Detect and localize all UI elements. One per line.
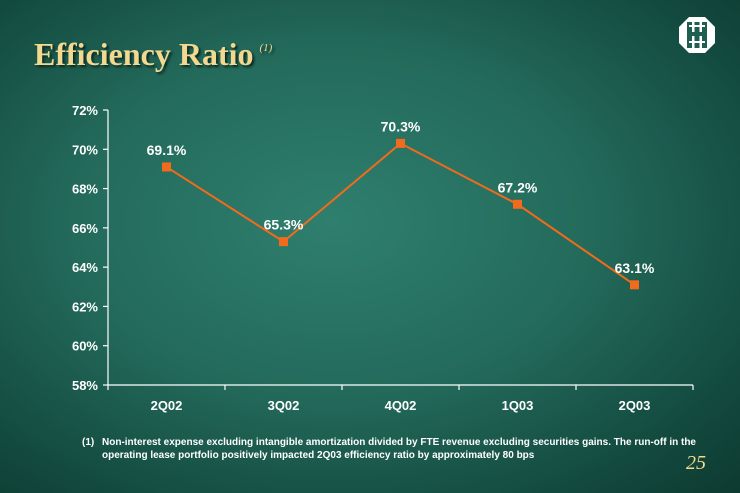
slide-title: Efficiency Ratio (1) <box>34 36 272 73</box>
data-label: 63.1% <box>615 260 655 276</box>
y-tick-label: 64% <box>72 260 98 275</box>
data-point-marker <box>162 162 171 172</box>
title-footnote-ref: (1) <box>259 42 273 54</box>
x-tick-label: 4Q02 <box>385 398 417 413</box>
data-point-marker <box>279 237 288 247</box>
data-point-marker <box>396 138 405 148</box>
x-tick-label: 2Q02 <box>151 398 183 413</box>
y-tick-label: 62% <box>72 299 98 314</box>
series-line <box>165 142 636 286</box>
y-tick-label: 68% <box>72 182 98 197</box>
page-number: 25 <box>686 452 706 474</box>
x-tick-label: 2Q03 <box>619 398 651 413</box>
footnote-text: Non-interest expense excluding intangibl… <box>102 437 696 461</box>
data-label: 69.1% <box>147 142 187 158</box>
x-tick-label: 1Q03 <box>502 398 534 413</box>
x-tick-label: 3Q02 <box>268 398 300 413</box>
slide-title-text: Efficiency Ratio <box>34 36 254 72</box>
data-label: 65.3% <box>264 217 304 233</box>
y-tick-label: 66% <box>72 221 98 236</box>
data-label: 70.3% <box>381 118 421 134</box>
y-tick-label: 60% <box>72 339 98 354</box>
footnote: (1) Non-interest expense excluding intan… <box>82 436 702 462</box>
y-tick-label: 70% <box>72 142 98 157</box>
huntington-logo-icon <box>679 17 715 53</box>
data-point-marker <box>513 199 522 209</box>
footnote-marker: (1) <box>82 437 95 448</box>
data-label: 67.2% <box>498 179 538 195</box>
data-point-marker <box>630 280 639 290</box>
y-tick-label: 72% <box>72 103 98 118</box>
y-tick-label: 58% <box>72 378 98 393</box>
